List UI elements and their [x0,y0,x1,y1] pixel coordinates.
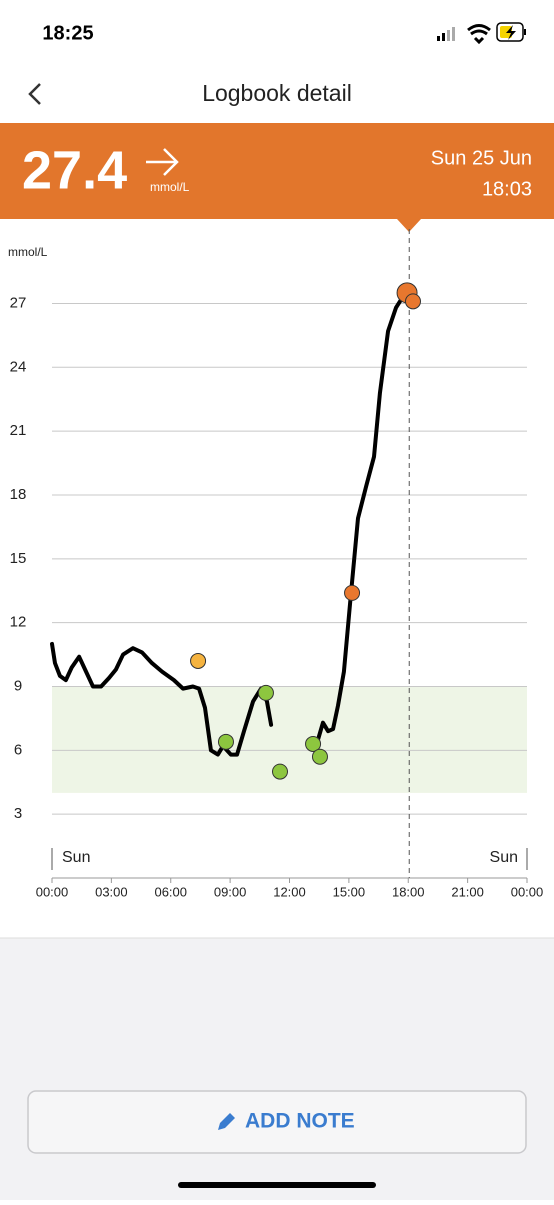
signal-icon [437,27,455,41]
y-tick-label: 6 [14,741,22,758]
reading-banner [0,123,554,219]
battery-icon [496,22,526,42]
glucose-line [50,292,407,757]
chart: mmol/L 3 6 9 12 15 18 21 24 27 00:00 03:00 06:00 09:0… [8,229,543,899]
x-tick-label: 21:00 [451,884,484,899]
reading-value: 27.4 [22,140,127,200]
scan-point [257,684,274,701]
button-label: ADD NOTE [245,1110,355,1133]
y-tick-label: 21 [10,422,27,439]
y-tick-label: 12 [10,614,27,631]
y-axis-label: mmol/L [8,245,48,259]
status-time: 18:25 [42,22,93,44]
x-tick-label: 06:00 [154,884,187,899]
footer-background [0,938,554,1200]
y-tick-label: 24 [10,358,27,375]
scan-point [272,763,288,780]
reading-date: Sun 25 Jun [431,147,532,169]
y-tick-label: 9 [14,677,22,694]
y-tick-label: 15 [10,550,27,567]
day-label: Sun [62,849,90,866]
y-tick-label: 27 [10,294,27,311]
home-indicator [178,1182,376,1188]
back-button[interactable] [28,83,41,105]
banner-pointer [397,219,421,232]
x-tick-label: 15:00 [333,884,366,899]
y-tick-label: 3 [14,805,22,822]
x-tick-label: 09:00 [214,884,247,899]
x-tick-label: 00:00 [511,884,544,899]
reading-unit: mmol/L [150,180,190,194]
scan-point [190,652,207,669]
scan-point [311,748,328,765]
scan-point [217,733,234,750]
day-label: Sun [490,849,518,866]
trend-arrow [146,148,179,176]
wifi-icon [467,24,491,45]
x-tick-label: 18:00 [392,884,425,899]
reading-time: 18:03 [482,178,532,200]
target-range [52,686,527,793]
scan-point [344,584,361,601]
add-note-button[interactable]: ADD NOTE [27,1090,527,1154]
page-title: Logbook detail [202,80,352,106]
x-tick-label: 12:00 [273,884,306,899]
scan-point [305,735,322,752]
x-tick-label: 00:00 [36,884,69,899]
scan-point [405,293,421,310]
y-tick-label: 18 [10,486,27,503]
x-tick-label: 03:00 [95,884,128,899]
